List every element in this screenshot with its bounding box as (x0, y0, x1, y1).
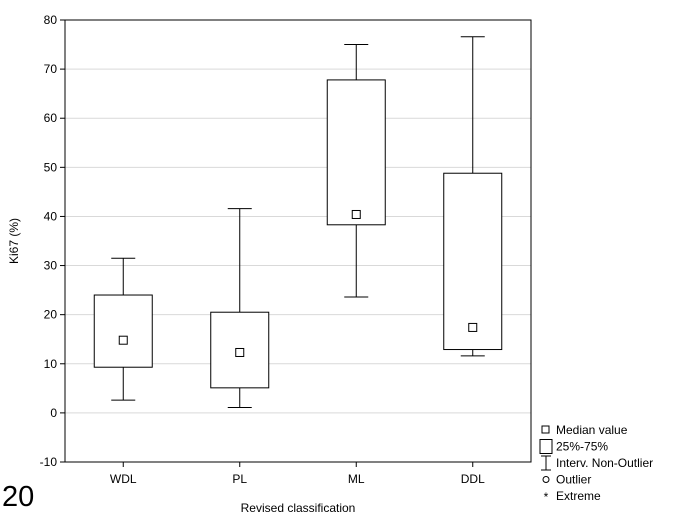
legend: Median value 25%-75% Interv. Non-Outlier Ou… (539, 423, 653, 504)
median-marker (235, 347, 245, 357)
legend-item: Outlier (542, 473, 591, 487)
box-icon (539, 439, 553, 454)
x-tick-label: ML (348, 472, 365, 486)
extreme-star-icon: * (544, 490, 549, 504)
y-tick-label: 70 (44, 62, 58, 76)
legend-label: Extreme (556, 489, 601, 503)
y-tick-label: 20 (44, 308, 58, 322)
median-marker (118, 335, 128, 345)
box-ml (326, 44, 386, 298)
iqr-box (93, 294, 153, 368)
y-tick-label: 40 (44, 209, 58, 223)
y-tick-label: -10 (40, 455, 58, 469)
legend-label: Median value (556, 423, 628, 437)
x-tick-label: WDL (110, 472, 137, 486)
box-ddl (443, 36, 503, 357)
y-tick-label: 50 (44, 160, 58, 174)
legend-label: Outlier (556, 473, 591, 487)
panel-number: 20 (2, 481, 35, 513)
median-marker (468, 322, 478, 332)
boxes (93, 36, 503, 408)
iqr-box (326, 79, 386, 226)
legend-label: 25%-75% (556, 440, 608, 454)
iqr-box (443, 172, 503, 351)
y-tick-label: 80 (44, 13, 58, 27)
legend-item: 25%-75% (539, 439, 608, 454)
y-tick-label: 30 (44, 259, 58, 273)
y-tick-label: 60 (44, 111, 58, 125)
plot-frame (64, 19, 532, 463)
box-pl (210, 208, 270, 408)
legend-label: Interv. Non-Outlier (556, 456, 653, 470)
y-axis-ticks: -10 0 10 20 30 40 50 60 70 80 (40, 13, 65, 469)
legend-item: * Extreme (544, 489, 601, 504)
y-tick-label: 10 (44, 357, 58, 371)
box-wdl (93, 257, 153, 401)
x-axis-ticks: WDL PL ML DDL (110, 462, 485, 486)
y-tick-label: 0 (50, 406, 57, 420)
median-square-icon (541, 425, 550, 434)
legend-item: Interv. Non-Outlier (541, 455, 653, 471)
legend-item: Median value (541, 423, 628, 437)
outlier-circle-icon (542, 476, 550, 483)
median-marker (351, 209, 361, 219)
x-tick-label: PL (232, 472, 247, 486)
y-axis-title: Ki67 (%) (7, 218, 21, 264)
x-axis-title: Revised classification (241, 501, 356, 515)
x-tick-label: DDL (461, 472, 485, 486)
